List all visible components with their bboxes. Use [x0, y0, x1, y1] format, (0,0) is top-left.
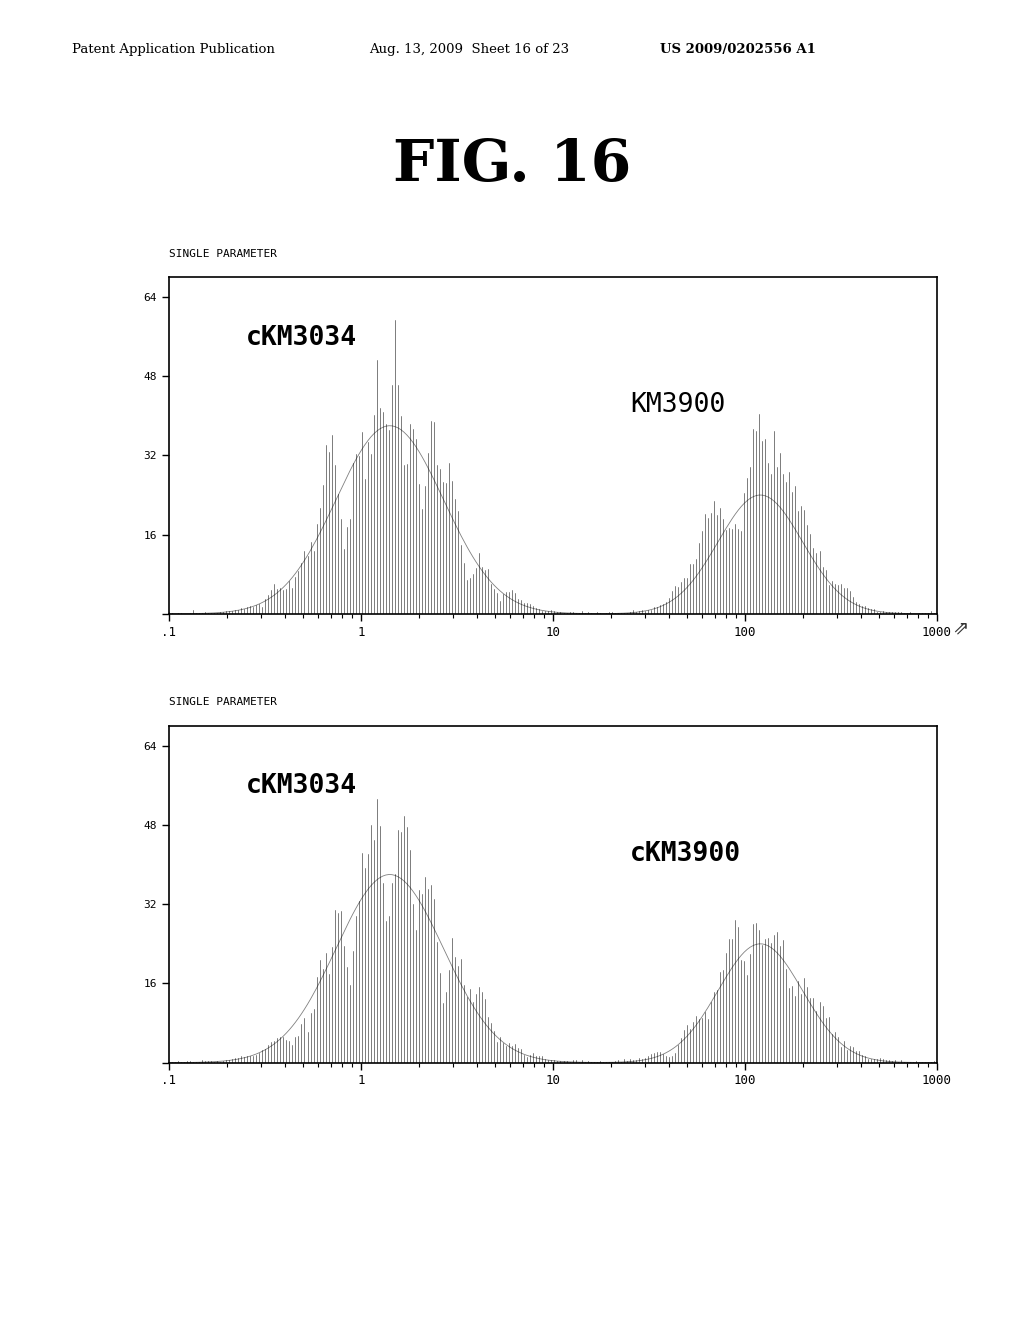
Text: Patent Application Publication: Patent Application Publication: [72, 42, 274, 55]
Text: US 2009/0202556 A1: US 2009/0202556 A1: [660, 42, 816, 55]
Text: KM3900: KM3900: [630, 392, 725, 418]
Text: FIG. 16: FIG. 16: [393, 137, 631, 193]
Text: ⇗: ⇗: [952, 619, 969, 638]
Text: cKM3034: cKM3034: [246, 774, 357, 800]
Text: cKM3034: cKM3034: [246, 325, 357, 351]
Text: Aug. 13, 2009  Sheet 16 of 23: Aug. 13, 2009 Sheet 16 of 23: [369, 42, 568, 55]
Text: SINGLE PARAMETER: SINGLE PARAMETER: [169, 248, 276, 259]
Text: SINGLE PARAMETER: SINGLE PARAMETER: [169, 697, 276, 708]
Text: cKM3900: cKM3900: [630, 841, 741, 867]
